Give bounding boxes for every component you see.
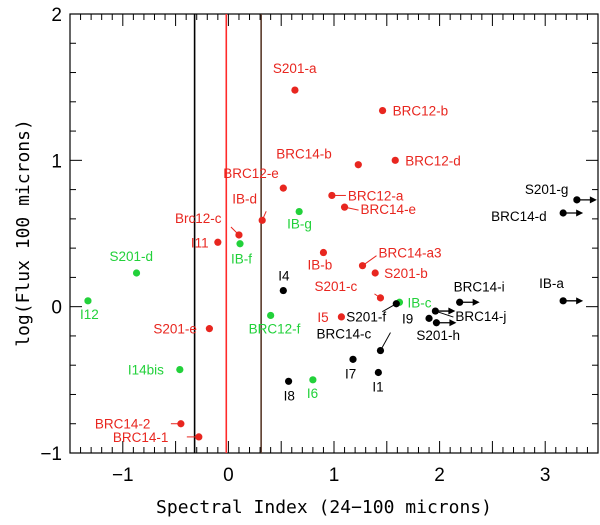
- point-brc14-b: [354, 161, 362, 169]
- x-axis-title: Spectral Index (24−100 microns): [156, 497, 492, 518]
- point-s201-d: [132, 269, 141, 277]
- point-label-brc12-b: BRC12-b: [393, 104, 449, 119]
- x-tick-label: 2: [434, 465, 445, 486]
- point-label-ib-a: IB-a: [539, 276, 564, 291]
- limit-arrow-head: [449, 319, 457, 327]
- leader-line: [374, 293, 381, 299]
- point-brc12-d: [391, 156, 399, 164]
- point-label-brc12-f: BRC12-f: [249, 321, 301, 336]
- point-label-i6: I6: [307, 386, 318, 401]
- point-label-brc12-d: BRC12-d: [405, 153, 461, 168]
- leader-line: [435, 310, 454, 318]
- point-label-s201-g: S201-g: [525, 182, 569, 197]
- point-label-i11: I11: [191, 235, 209, 250]
- point-i6: [309, 376, 317, 384]
- point-label-brc14-2: BRC14-2: [95, 417, 151, 432]
- point-i5: [337, 313, 345, 321]
- point-label-i14bis: I14bis: [128, 363, 164, 378]
- x-tick-label: 1: [329, 465, 340, 486]
- point-label-brc12-a: BRC12-a: [348, 188, 404, 203]
- point-ib-g: [295, 207, 303, 216]
- point-label-s201-h: S201-h: [416, 328, 460, 343]
- tick-labels: −1 0 1 2 3 −1 0 1 2: [40, 5, 550, 486]
- leader-line: [382, 303, 397, 313]
- point-label-brc14-j: BRC14-j: [455, 309, 506, 324]
- point-label-brc14-1: BRC14-1: [113, 430, 169, 445]
- point-s201-a: [291, 86, 299, 94]
- point-label-ib-b: IB-b: [307, 258, 332, 273]
- point-label-i5: I5: [317, 310, 328, 325]
- point-label-s201-e: S201-e: [153, 322, 197, 337]
- reference-lines: [193, 14, 262, 453]
- point-label-brc14-c: BRC14-c: [316, 327, 371, 342]
- point-label-s201-b: S201-b: [384, 266, 428, 281]
- leader-line: [261, 211, 267, 221]
- point-ib-b: [319, 248, 328, 257]
- point-label-s201-c: S201-c: [314, 279, 357, 294]
- point-label-ib-d: IB-d: [232, 191, 257, 206]
- point-s201-b: [371, 269, 379, 277]
- limit-arrow-head: [576, 209, 584, 217]
- y-tick-label: 1: [51, 151, 62, 172]
- point-ib-f: [236, 240, 244, 248]
- point-i8: [284, 377, 293, 385]
- x-tick-label: 0: [223, 465, 234, 486]
- axis-ticks: [69, 13, 599, 454]
- point-brc12-f: [267, 311, 275, 320]
- point-label-s201-f: S201-f: [346, 310, 386, 325]
- point-i11: [214, 238, 222, 246]
- limit-arrow-head: [448, 307, 456, 315]
- point-label-brc14-b: BRC14-b: [276, 147, 332, 162]
- x-tick-label: −1: [112, 465, 134, 486]
- point-brc12-b: [378, 106, 387, 115]
- point-label-i1: I1: [372, 380, 383, 395]
- limit-arrows: [435, 196, 597, 327]
- point-label-ib-g: IB-g: [287, 217, 312, 232]
- limit-arrow-head: [472, 298, 480, 306]
- leader-line: [380, 332, 391, 351]
- leader-line: [362, 255, 377, 267]
- point-i14bis: [176, 365, 184, 374]
- point-s201-e: [205, 325, 213, 333]
- point-label-brc14-d: BRC14-d: [491, 209, 547, 224]
- point-label-i7: I7: [345, 366, 356, 381]
- point-brc12-e: [279, 184, 287, 192]
- limit-arrow-head: [576, 297, 584, 305]
- point-label-s201-d: S201-d: [110, 249, 154, 264]
- leader-line: [230, 226, 240, 236]
- point-label-i8: I8: [284, 388, 295, 403]
- point-label-brc14-a3: BRC14-a3: [379, 246, 442, 261]
- point-i12: [84, 297, 92, 305]
- point-i7: [349, 355, 357, 363]
- point-label-s201-a: S201-a: [273, 61, 317, 76]
- point-label-brc14-e: BRC14-e: [361, 202, 417, 217]
- point-label-brc12-c: Brc12-c: [175, 211, 222, 226]
- y-axis-title: log(Flux 100 microns): [13, 119, 34, 347]
- y-tick-label: 2: [51, 5, 62, 26]
- point-labels: S201-a BRC12-b BRC14-b BRC12-d BRC12-e BRC12-…: [80, 61, 568, 445]
- point-label-ib-f: IB-f: [231, 252, 252, 267]
- point-label-brc14-i: BRC14-i: [454, 279, 505, 294]
- leader-line: [344, 206, 359, 211]
- point-i1: [374, 368, 382, 377]
- point-label-brc12-e: BRC12-e: [223, 166, 279, 181]
- point-label-i12: I12: [80, 307, 99, 322]
- point-i4: [279, 286, 287, 295]
- y-tick-label: 0: [51, 298, 62, 319]
- data-points: [84, 86, 581, 441]
- point-label-ib-c: IB-c: [407, 295, 431, 310]
- point-i9: [425, 314, 433, 322]
- limit-arrow-head: [589, 196, 597, 204]
- x-tick-label: 3: [540, 465, 551, 486]
- point-label-i4: I4: [278, 269, 290, 284]
- y-tick-label: −1: [40, 444, 62, 465]
- point-label-i9: I9: [402, 311, 413, 326]
- plot-frame: [69, 13, 599, 454]
